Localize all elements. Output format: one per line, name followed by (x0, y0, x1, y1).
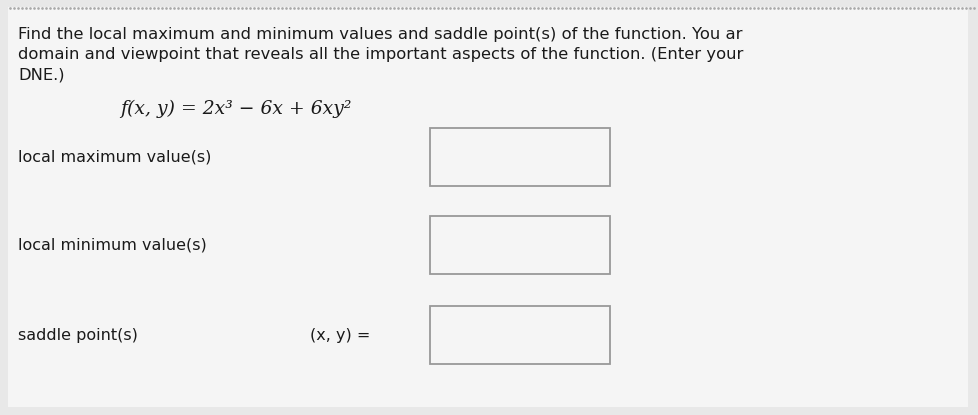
Text: local maximum value(s): local maximum value(s) (18, 149, 211, 164)
Bar (429, 216, 609, 274)
Text: domain and viewpoint that reveals all the important aspects of the function. (En: domain and viewpoint that reveals all th… (18, 47, 742, 62)
Text: DNE.): DNE.) (18, 67, 65, 82)
Text: saddle point(s): saddle point(s) (18, 327, 138, 342)
Text: (x, y) =: (x, y) = (310, 327, 370, 342)
Text: Find the local maximum and minimum values and saddle point(s) of the function. Y: Find the local maximum and minimum value… (18, 27, 741, 42)
Text: f(x, y) = 2x³ − 6x + 6xy²: f(x, y) = 2x³ − 6x + 6xy² (120, 100, 351, 118)
Bar (429, 128, 609, 186)
Bar (429, 306, 609, 364)
Text: local minimum value(s): local minimum value(s) (18, 237, 206, 252)
